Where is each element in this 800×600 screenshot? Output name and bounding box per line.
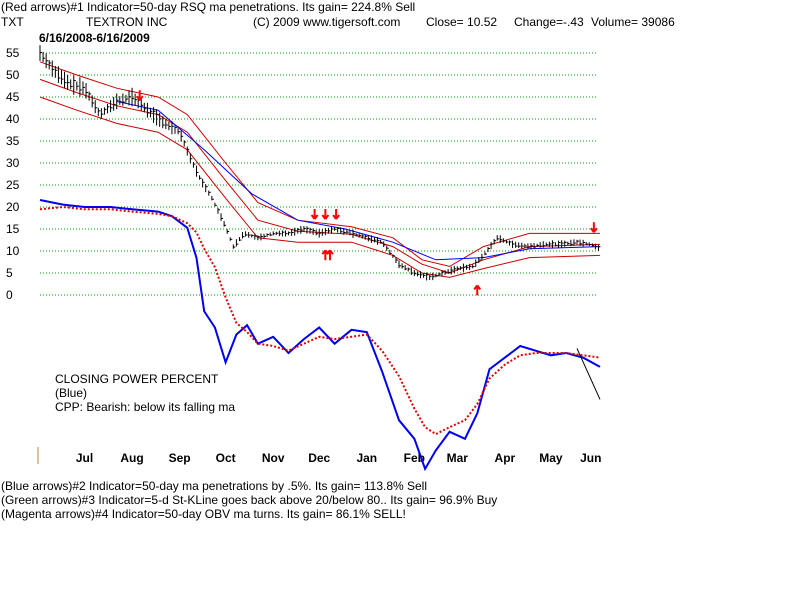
indicator-1-title: (Red arrows)#1 Indicator=50-day RSQ ma p… (1, 0, 416, 14)
cpp-title: CLOSING POWER PERCENT (55, 372, 219, 386)
y-tick-label: 0 (6, 288, 13, 302)
indicator-3-text: (Green arrows)#3 Indicator=5-d St-KLine … (1, 493, 498, 507)
grid-lines (40, 52, 598, 296)
close-value: Close= 10.52 (426, 15, 498, 29)
sell-arrow (332, 209, 340, 220)
x-tick-label: Jun (580, 451, 601, 465)
band-line (39, 61, 600, 267)
change-value: Change=-.43 (514, 15, 584, 29)
cpp-line (39, 199, 601, 472)
y-tick-label: 25 (6, 178, 20, 192)
y-tick-label: 20 (6, 200, 20, 214)
sell-arrow (135, 90, 144, 101)
indicator-4-text: (Magenta arrows)#4 Indicator=50-day OBV … (1, 507, 406, 521)
sell-arrow (321, 209, 330, 220)
cpp-status: CPP: Bearish: below its falling ma (55, 400, 236, 414)
company-name: TEXTRON INC (86, 15, 168, 29)
cpp-subtitle: (Blue) (55, 386, 88, 400)
y-tick-label: 30 (6, 156, 20, 170)
x-tick-label: Apr (495, 451, 516, 465)
y-tick-label: 40 (6, 112, 20, 126)
buy-arrow (326, 249, 334, 261)
sell-arrow (310, 209, 319, 220)
y-tick-label: 5 (6, 266, 13, 280)
date-range: 6/16/2008-6/16/2009 (39, 31, 150, 45)
x-tick-label: Dec (308, 451, 330, 465)
band-line (116, 100, 601, 261)
cpp-ma-line (39, 205, 601, 436)
x-axis-ticks: Jul Aug Sep Oct Nov Dec Jan Feb Mar Apr May Jun (76, 451, 602, 465)
y-tick-label: 55 (6, 46, 20, 60)
y-tick-label: 10 (6, 244, 20, 258)
x-tick-label: Jan (356, 451, 377, 465)
x-tick-label: Mar (447, 451, 469, 465)
y-tick-label: 50 (6, 68, 20, 82)
x-tick-label: Aug (120, 451, 143, 465)
x-tick-label: May (539, 451, 563, 465)
x-tick-label: Sep (169, 451, 191, 465)
band-line (39, 96, 601, 278)
x-tick-label: Jul (76, 451, 93, 465)
y-tick-label: 35 (6, 134, 20, 148)
x-tick-label: Oct (216, 451, 236, 465)
price-bars (39, 45, 601, 281)
volume-value: Volume= 39086 (591, 15, 675, 29)
buy-arrow (321, 249, 330, 261)
indicator-2-text: (Blue arrows)#2 Indicator=50-day ma pene… (1, 479, 428, 493)
copyright-text: (C) 2009 www.tigersoft.com (253, 15, 401, 29)
y-tick-label: 15 (6, 222, 20, 236)
cpp-trendline (576, 348, 601, 400)
y-tick-label: 45 (6, 90, 20, 104)
signal-arrows (135, 90, 598, 296)
sell-arrow (590, 222, 598, 233)
symbol-label: TXT (1, 15, 24, 29)
x-tick-label: Nov (262, 451, 285, 465)
buy-arrow (473, 284, 482, 296)
cpp-lines (39, 199, 601, 472)
